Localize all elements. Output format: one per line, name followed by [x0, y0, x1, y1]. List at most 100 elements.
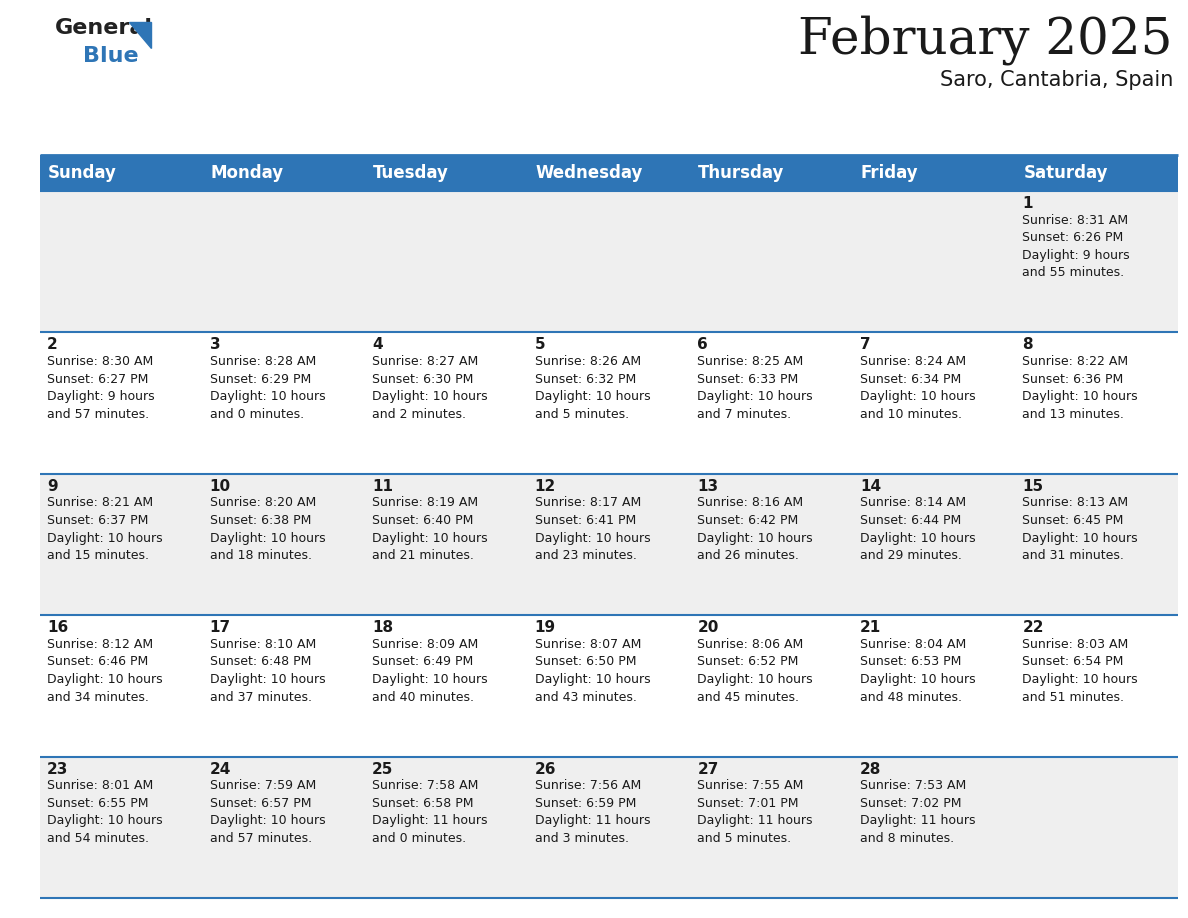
Text: Saro, Cantabria, Spain: Saro, Cantabria, Spain: [940, 70, 1173, 90]
Text: Daylight: 10 hours: Daylight: 10 hours: [372, 532, 488, 544]
Text: and 57 minutes.: and 57 minutes.: [48, 408, 150, 420]
Text: Daylight: 10 hours: Daylight: 10 hours: [535, 532, 650, 544]
Text: 4: 4: [372, 338, 383, 353]
Text: 2: 2: [48, 338, 58, 353]
Text: 28: 28: [860, 762, 881, 777]
Bar: [40, 191, 1178, 332]
Text: Sunrise: 8:10 AM: Sunrise: 8:10 AM: [209, 638, 316, 651]
Text: Daylight: 10 hours: Daylight: 10 hours: [535, 390, 650, 403]
Text: Friday: Friday: [861, 164, 918, 182]
Text: Sunrise: 8:25 AM: Sunrise: 8:25 AM: [697, 355, 803, 368]
Text: 27: 27: [697, 762, 719, 777]
Text: Sunset: 6:32 PM: Sunset: 6:32 PM: [535, 373, 636, 386]
Text: Sunset: 6:38 PM: Sunset: 6:38 PM: [209, 514, 311, 527]
Bar: [40, 474, 1178, 615]
Text: 1: 1: [1023, 196, 1032, 211]
Text: Sunrise: 7:53 AM: Sunrise: 7:53 AM: [860, 779, 966, 792]
Text: Sunrise: 8:09 AM: Sunrise: 8:09 AM: [372, 638, 479, 651]
Text: Sunrise: 8:13 AM: Sunrise: 8:13 AM: [1023, 497, 1129, 509]
Bar: [40, 756, 1178, 898]
Text: and 48 minutes.: and 48 minutes.: [860, 690, 962, 703]
Text: February 2025: February 2025: [798, 15, 1173, 65]
Text: General: General: [55, 18, 153, 38]
Text: and 5 minutes.: and 5 minutes.: [535, 408, 628, 420]
Text: and 45 minutes.: and 45 minutes.: [697, 690, 800, 703]
Text: Daylight: 9 hours: Daylight: 9 hours: [48, 390, 154, 403]
Text: Sunrise: 8:01 AM: Sunrise: 8:01 AM: [48, 779, 153, 792]
Text: Daylight: 10 hours: Daylight: 10 hours: [535, 673, 650, 686]
Text: and 34 minutes.: and 34 minutes.: [48, 690, 148, 703]
Text: 18: 18: [372, 621, 393, 635]
Text: Blue: Blue: [83, 46, 139, 66]
Text: Thursday: Thursday: [699, 164, 784, 182]
Text: Daylight: 10 hours: Daylight: 10 hours: [209, 532, 326, 544]
Text: and 2 minutes.: and 2 minutes.: [372, 408, 466, 420]
Text: 17: 17: [209, 621, 230, 635]
Text: and 43 minutes.: and 43 minutes.: [535, 690, 637, 703]
Text: Sunrise: 8:21 AM: Sunrise: 8:21 AM: [48, 497, 153, 509]
Text: and 40 minutes.: and 40 minutes.: [372, 690, 474, 703]
Text: and 0 minutes.: and 0 minutes.: [372, 832, 466, 845]
Text: Daylight: 11 hours: Daylight: 11 hours: [860, 814, 975, 827]
Text: Sunset: 6:59 PM: Sunset: 6:59 PM: [535, 797, 636, 810]
Text: 25: 25: [372, 762, 393, 777]
Text: Sunset: 6:26 PM: Sunset: 6:26 PM: [1023, 231, 1124, 244]
Text: Daylight: 10 hours: Daylight: 10 hours: [209, 814, 326, 827]
Text: Daylight: 10 hours: Daylight: 10 hours: [372, 390, 488, 403]
Text: Daylight: 9 hours: Daylight: 9 hours: [1023, 249, 1130, 262]
Text: Sunset: 7:01 PM: Sunset: 7:01 PM: [697, 797, 798, 810]
Text: and 29 minutes.: and 29 minutes.: [860, 549, 962, 562]
Text: Sunrise: 8:03 AM: Sunrise: 8:03 AM: [1023, 638, 1129, 651]
Text: Daylight: 10 hours: Daylight: 10 hours: [372, 673, 488, 686]
Text: and 10 minutes.: and 10 minutes.: [860, 408, 962, 420]
Text: 13: 13: [697, 479, 719, 494]
Text: and 13 minutes.: and 13 minutes.: [1023, 408, 1124, 420]
Text: 5: 5: [535, 338, 545, 353]
Text: 7: 7: [860, 338, 871, 353]
Text: Sunset: 6:34 PM: Sunset: 6:34 PM: [860, 373, 961, 386]
Text: Sunset: 6:33 PM: Sunset: 6:33 PM: [697, 373, 798, 386]
Text: and 54 minutes.: and 54 minutes.: [48, 832, 148, 845]
Text: Daylight: 10 hours: Daylight: 10 hours: [48, 673, 163, 686]
Text: Sunset: 6:58 PM: Sunset: 6:58 PM: [372, 797, 474, 810]
Text: and 8 minutes.: and 8 minutes.: [860, 832, 954, 845]
Text: Sunrise: 8:27 AM: Sunrise: 8:27 AM: [372, 355, 479, 368]
Text: and 23 minutes.: and 23 minutes.: [535, 549, 637, 562]
Text: and 7 minutes.: and 7 minutes.: [697, 408, 791, 420]
Text: Sunset: 7:02 PM: Sunset: 7:02 PM: [860, 797, 961, 810]
Text: and 21 minutes.: and 21 minutes.: [372, 549, 474, 562]
Text: 15: 15: [1023, 479, 1043, 494]
Text: Sunrise: 8:28 AM: Sunrise: 8:28 AM: [209, 355, 316, 368]
Text: and 55 minutes.: and 55 minutes.: [1023, 266, 1125, 279]
Text: Daylight: 10 hours: Daylight: 10 hours: [697, 673, 813, 686]
Text: and 57 minutes.: and 57 minutes.: [209, 832, 311, 845]
Text: Daylight: 11 hours: Daylight: 11 hours: [697, 814, 813, 827]
Text: Sunrise: 7:59 AM: Sunrise: 7:59 AM: [209, 779, 316, 792]
Text: 23: 23: [48, 762, 69, 777]
Text: Daylight: 11 hours: Daylight: 11 hours: [372, 814, 487, 827]
Text: Daylight: 10 hours: Daylight: 10 hours: [48, 814, 163, 827]
Text: and 15 minutes.: and 15 minutes.: [48, 549, 148, 562]
Text: and 26 minutes.: and 26 minutes.: [697, 549, 800, 562]
Text: Sunrise: 8:14 AM: Sunrise: 8:14 AM: [860, 497, 966, 509]
Text: Sunrise: 8:22 AM: Sunrise: 8:22 AM: [1023, 355, 1129, 368]
Text: Daylight: 10 hours: Daylight: 10 hours: [209, 673, 326, 686]
Text: 16: 16: [48, 621, 68, 635]
Text: 19: 19: [535, 621, 556, 635]
Text: Daylight: 10 hours: Daylight: 10 hours: [1023, 532, 1138, 544]
Text: Wednesday: Wednesday: [536, 164, 643, 182]
Text: Sunset: 6:30 PM: Sunset: 6:30 PM: [372, 373, 474, 386]
Text: 11: 11: [372, 479, 393, 494]
Text: Daylight: 11 hours: Daylight: 11 hours: [535, 814, 650, 827]
Bar: [40, 615, 1178, 756]
Text: and 37 minutes.: and 37 minutes.: [209, 690, 311, 703]
Text: Sunset: 6:57 PM: Sunset: 6:57 PM: [209, 797, 311, 810]
Text: and 5 minutes.: and 5 minutes.: [697, 832, 791, 845]
Text: Saturday: Saturday: [1023, 164, 1108, 182]
Text: Sunset: 6:52 PM: Sunset: 6:52 PM: [697, 655, 798, 668]
Text: Daylight: 10 hours: Daylight: 10 hours: [697, 390, 813, 403]
Text: 21: 21: [860, 621, 881, 635]
Text: 24: 24: [209, 762, 230, 777]
Text: Sunrise: 8:12 AM: Sunrise: 8:12 AM: [48, 638, 153, 651]
Text: 3: 3: [209, 338, 220, 353]
